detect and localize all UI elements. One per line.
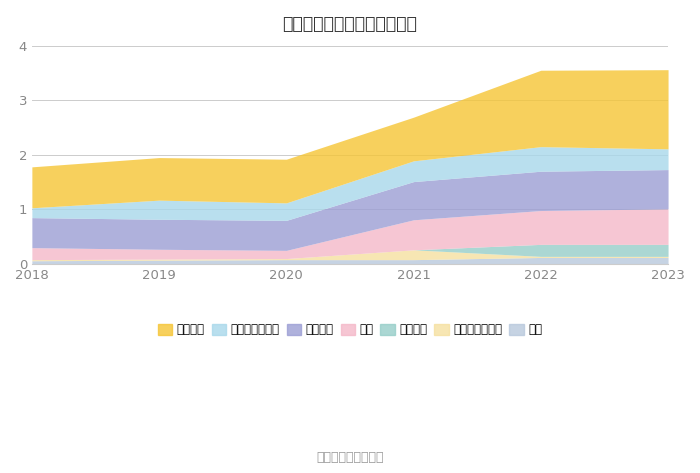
- Title: 历年主要资产堆积图（亿元）: 历年主要资产堆积图（亿元）: [283, 15, 417, 33]
- Legend: 货币资金, 交易性金融资产, 应收账款, 存货, 固定资产, 其他非流动资产, 其它: 货币资金, 交易性金融资产, 应收账款, 存货, 固定资产, 其他非流动资产, …: [153, 319, 547, 341]
- Text: 数据来源：恒生聚源: 数据来源：恒生聚源: [316, 451, 384, 464]
